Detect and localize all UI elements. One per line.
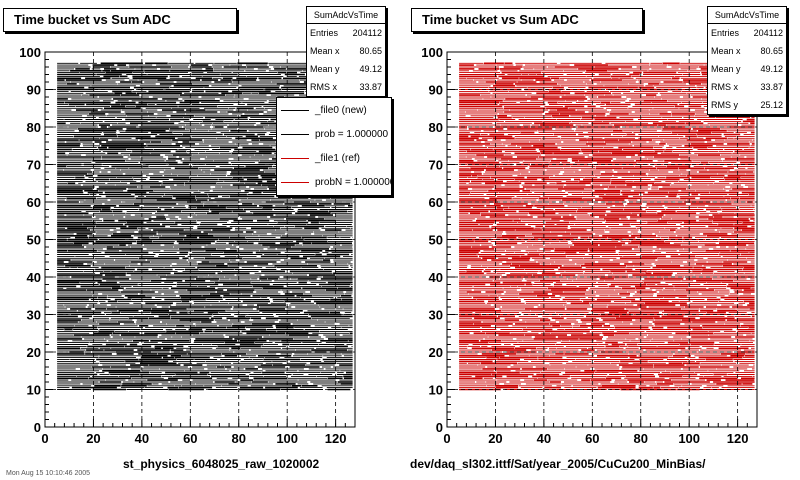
x-tick-label: 80 xyxy=(232,431,246,446)
x-tick-label: 120 xyxy=(727,431,749,446)
right-stats-row: RMS y 25.12 xyxy=(711,100,783,110)
left-stats-row: RMS x 33.87 xyxy=(310,82,382,92)
right-chart-title: Time bucket vs Sum ADC xyxy=(411,8,643,32)
y-tick-label: 0 xyxy=(34,420,41,435)
legend-entry: _file1 (ref) xyxy=(277,146,391,170)
legend-entry: probN = 1.000000 xyxy=(277,170,391,194)
y-tick-label: 70 xyxy=(27,158,41,173)
y-tick-label: 100 xyxy=(19,45,41,60)
y-tick-label: 40 xyxy=(27,270,41,285)
y-tick-label: 20 xyxy=(27,345,41,360)
legend-line xyxy=(281,181,309,183)
x-tick-label: 40 xyxy=(537,431,551,446)
y-tick-label: 90 xyxy=(27,83,41,98)
y-tick-label: 100 xyxy=(421,45,443,60)
right-stats-row: Mean y 49.12 xyxy=(711,64,783,74)
x-tick-label: 100 xyxy=(678,431,700,446)
right-stats-row: RMS x 33.87 xyxy=(711,82,783,92)
x-tick-label: 0 xyxy=(443,431,450,446)
left-stats-box: SumAdcVsTime Entries 204112 Mean x 80.65 M… xyxy=(306,6,386,97)
x-tick-label: 60 xyxy=(585,431,599,446)
right-file-label: dev/daq_sl302.ittf/Sat/year_2005/CuCu200… xyxy=(410,457,706,471)
y-tick-label: 20 xyxy=(429,345,443,360)
y-tick-label: 30 xyxy=(27,308,41,323)
x-tick-label: 20 xyxy=(488,431,502,446)
left-stats-row: Mean x 80.65 xyxy=(310,46,382,56)
left-stats-title: SumAdcVsTime xyxy=(307,7,385,24)
x-tick-label: 100 xyxy=(276,431,298,446)
y-tick-label: 70 xyxy=(429,158,443,173)
y-tick-label: 80 xyxy=(27,120,41,135)
left-chart-title: Time bucket vs Sum ADC xyxy=(3,8,237,32)
left-file-label: st_physics_6048025_raw_1020002 xyxy=(123,457,320,471)
y-tick-label: 30 xyxy=(429,308,443,323)
y-tick-label: 50 xyxy=(27,233,41,248)
right-stats-row: Mean x 80.65 xyxy=(711,46,783,56)
left-stats-row: Mean y 49.12 xyxy=(310,64,382,74)
footer-timestamp: Mon Aug 15 10:10:46 2005 xyxy=(6,470,91,477)
x-tick-label: 40 xyxy=(135,431,149,446)
left-legend: _file0 (new) prob = 1.000000 _file1 (ref… xyxy=(276,97,392,196)
y-tick-label: 60 xyxy=(27,195,41,210)
x-tick-label: 120 xyxy=(325,431,347,446)
y-tick-label: 0 xyxy=(436,420,443,435)
legend-line xyxy=(281,133,309,135)
legend-entry: _file0 (new) xyxy=(277,98,391,122)
y-tick-label: 60 xyxy=(429,195,443,210)
x-tick-label: 20 xyxy=(86,431,100,446)
right-stats-box: SumAdcVsTime Entries 204112 Mean x 80.65 M… xyxy=(707,6,787,115)
right-stats-title: SumAdcVsTime xyxy=(708,7,786,24)
legend-line xyxy=(281,157,309,159)
left-stats-row: Entries 204112 xyxy=(310,28,382,38)
legend-entry: prob = 1.000000 xyxy=(277,122,391,146)
y-tick-label: 10 xyxy=(429,383,443,398)
scatter-points xyxy=(459,62,755,391)
right-stats-row: Entries 204112 xyxy=(711,28,783,38)
legend-line xyxy=(281,109,309,111)
y-tick-label: 80 xyxy=(429,120,443,135)
y-tick-label: 50 xyxy=(429,233,443,248)
y-tick-label: 90 xyxy=(429,83,443,98)
x-tick-label: 80 xyxy=(634,431,648,446)
y-tick-label: 40 xyxy=(429,270,443,285)
y-tick-label: 10 xyxy=(27,383,41,398)
x-tick-label: 0 xyxy=(41,431,48,446)
x-tick-label: 60 xyxy=(183,431,197,446)
